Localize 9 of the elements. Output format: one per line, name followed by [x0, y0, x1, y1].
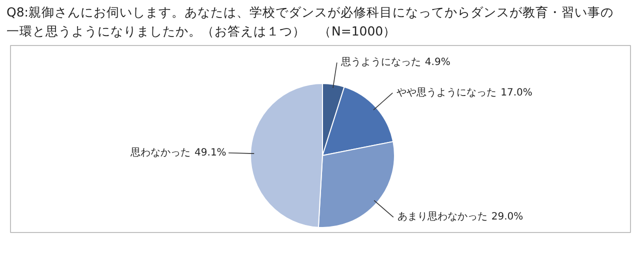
- slice-label: 思うようになった: [340, 57, 421, 68]
- data-label: 17.0%: [500, 87, 532, 98]
- slice-label: やや思うようになった: [396, 87, 497, 98]
- data-label: 49.1%: [194, 147, 226, 158]
- data-label: 4.9%: [424, 57, 450, 68]
- chart-title: Q8:親御さんにお伺いします。あなたは、学校でダンスが必修科目になってからダンスが教育・習い事の一環と思うようになりましたか。（お答えは１つ） （N=1000）: [6, 4, 614, 38]
- data-label: 29.0%: [491, 212, 524, 223]
- slice-label: あまり思わなかった: [397, 212, 488, 223]
- slice-label: 思わなかった: [130, 147, 191, 158]
